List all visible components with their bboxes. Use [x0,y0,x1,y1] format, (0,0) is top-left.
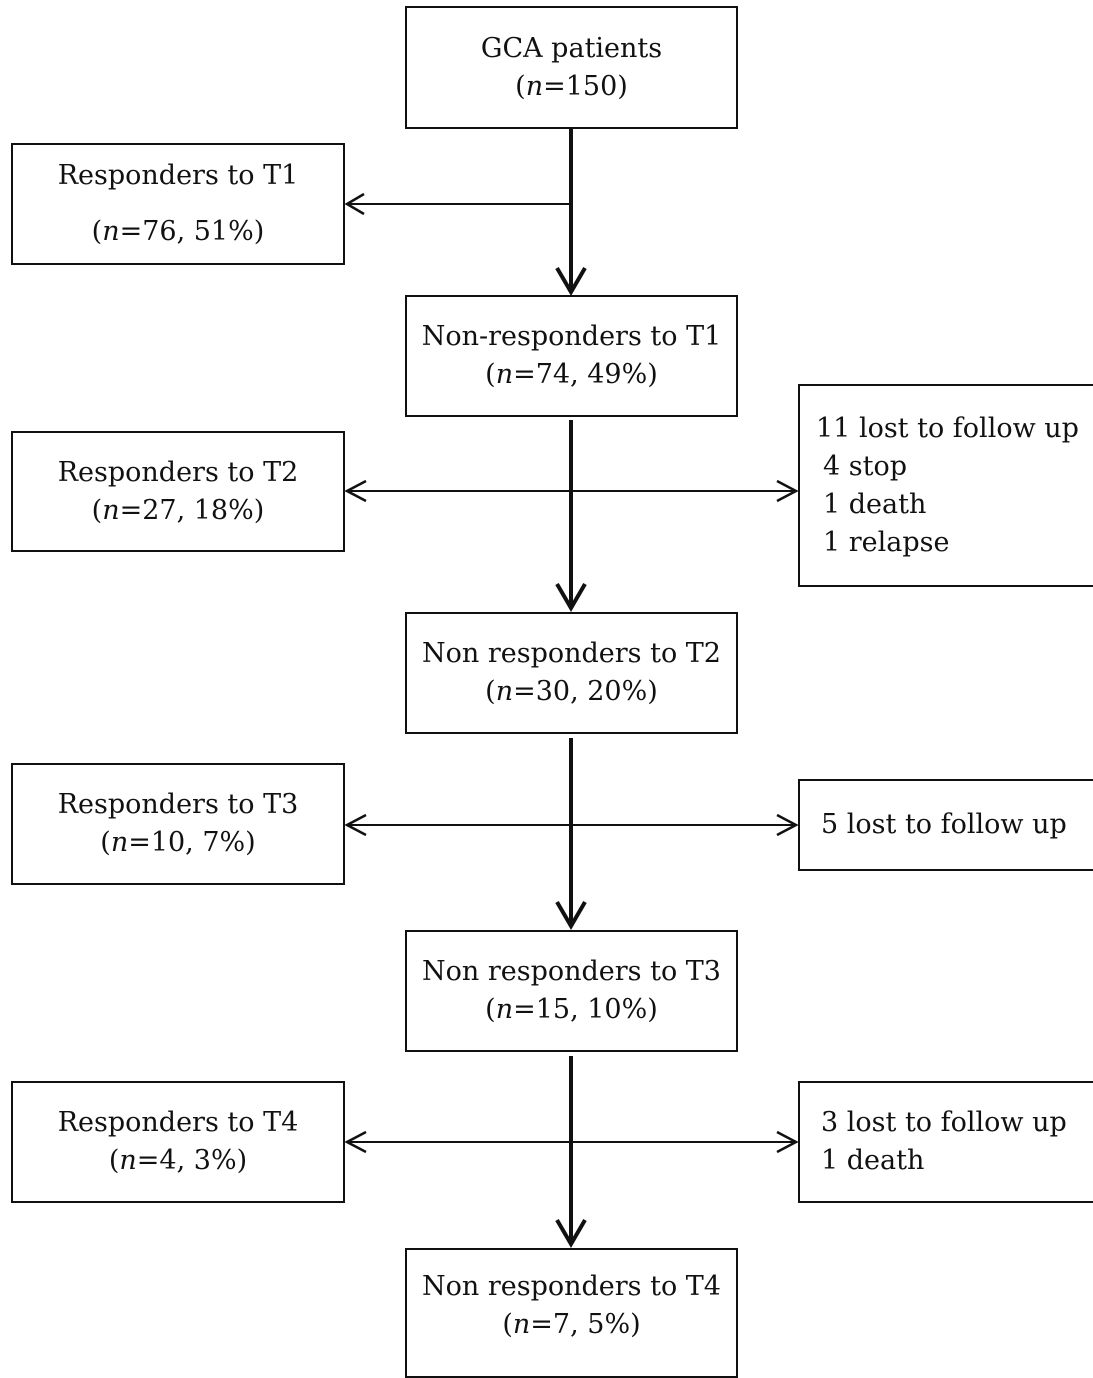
lost-after-t3-line: 5 lost to follow up [821,809,1067,840]
gca-patients-box: GCA patients (n=150) [405,6,738,129]
gca-patients-count: (n=150) [515,70,628,102]
non-responders-t2-title: Non responders to T2 [421,638,721,669]
arrowhead-lost2 [776,479,799,503]
responders-t2-title: Responders to T2 [57,456,299,488]
arrowhead-non2 [555,582,587,612]
non-responders-t4-box: Non responders to T4 (n=7, 5%) [405,1248,738,1378]
lost-after-t4-line: 1 death [821,1145,925,1176]
arrowhead-resp2 [344,479,367,503]
arrowhead-non4 [555,1218,587,1248]
arrowhead-lost4 [776,1130,799,1154]
responders-t4-box: Responders to T4 (n=4, 3%) [11,1081,345,1203]
lost-after-t2-line: 1 relapse [823,526,950,558]
arrowhead-resp4 [344,1130,367,1154]
lost-after-t4-box: 3 lost to follow up 1 death [798,1081,1093,1203]
arrowhead-lost3 [776,813,799,837]
non-responders-t1-box: Non-responders to T1 (n=74, 49%) [405,295,738,417]
non-responders-t4-count: (n=7, 5%) [502,1309,641,1340]
non-responders-t2-count: (n=30, 20%) [485,676,658,707]
responders-t1-title: Responders to T1 [57,160,299,191]
arrowhead-non1 [555,266,587,296]
non-responders-t1-title: Non-responders to T1 [421,321,722,352]
arrowhead-resp3 [344,813,367,837]
gca-patients-title: GCA patients [480,32,663,64]
responders-t4-count: (n=4, 3%) [108,1145,248,1176]
responders-t1-box: Responders to T1 (n=76, 51%) [11,143,345,265]
responders-t3-count: (n=10, 7%) [100,827,256,858]
non-responders-t3-count: (n=15, 10%) [485,994,658,1025]
non-responders-t1-count: (n=74, 49%) [485,359,658,390]
lost-after-t2-line: 11 lost to follow up [816,412,1079,444]
non-responders-t3-title: Non responders to T3 [421,956,721,987]
non-responders-t4-title: Non responders to T4 [421,1271,721,1302]
responders-t4-title: Responders to T4 [57,1107,299,1138]
lost-after-t2-box: 11 lost to follow up 4 stop 1 death 1 re… [798,384,1093,587]
responders-t3-box: Responders to T3 (n=10, 7%) [11,763,345,885]
lost-after-t4-line: 3 lost to follow up [821,1107,1067,1138]
non-responders-t2-box: Non responders to T2 (n=30, 20%) [405,612,738,734]
responders-t2-count: (n=27, 18%) [91,494,265,526]
arrowhead-non3 [555,900,587,930]
responders-t3-title: Responders to T3 [57,789,299,820]
responders-t1-count: (n=76, 51%) [91,216,265,247]
lost-after-t3-box: 5 lost to follow up [798,779,1093,871]
arrowhead-resp1 [344,192,365,216]
responders-t2-box: Responders to T2 (n=27, 18%) [11,431,345,552]
lost-after-t2-line: 4 stop [823,450,908,482]
lost-after-t2-line: 1 death [823,488,927,520]
non-responders-t3-box: Non responders to T3 (n=15, 10%) [405,930,738,1052]
